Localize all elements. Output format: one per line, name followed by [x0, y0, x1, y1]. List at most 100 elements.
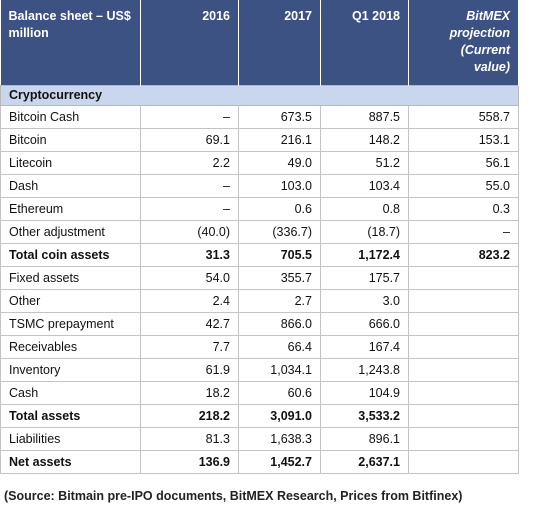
value-cell: 0.6 — [238, 196, 321, 221]
table-row: Liabilities 81.3 1,638.3 896.1 — [0, 426, 519, 451]
value-cell: 2.7 — [238, 288, 321, 313]
table-row: Total assets 218.2 3,091.0 3,533.2 — [0, 403, 519, 428]
value-cell — [408, 334, 519, 359]
value-cell — [408, 380, 519, 405]
value-cell: 0.8 — [320, 196, 409, 221]
table-row: Cash 18.2 60.6 104.9 — [0, 380, 519, 405]
value-cell: 104.9 — [320, 380, 409, 405]
header-cell: 2016 — [140, 0, 239, 85]
value-cell — [408, 311, 519, 336]
value-cell: 216.1 — [238, 127, 321, 152]
row-label: Litecoin — [0, 150, 141, 175]
balance-sheet-table: Balance sheet – US$ million 2016 2017 Q1 20… — [0, 0, 519, 474]
value-cell: 175.7 — [320, 265, 409, 290]
row-label: Other — [0, 288, 141, 313]
value-cell: 7.7 — [140, 334, 239, 359]
value-cell: 1,243.8 — [320, 357, 409, 382]
row-label: Bitcoin — [0, 127, 141, 152]
section-row: Cryptocurrency — [0, 84, 519, 106]
table-row: Bitcoin 69.1 216.1 148.2 153.1 — [0, 127, 519, 152]
value-cell: 0.3 — [408, 196, 519, 221]
value-cell: 54.0 — [140, 265, 239, 290]
table-row: Net assets 136.9 1,452.7 2,637.1 — [0, 449, 519, 474]
value-cell: 153.1 — [408, 127, 519, 152]
value-cell: 60.6 — [238, 380, 321, 405]
table-row: Other adjustment (40.0) (336.7) (18.7) – — [0, 219, 519, 244]
value-cell: 1,172.4 — [320, 242, 409, 267]
value-cell: 66.4 — [238, 334, 321, 359]
value-cell: 148.2 — [320, 127, 409, 152]
value-cell: 3.0 — [320, 288, 409, 313]
value-cell: 31.3 — [140, 242, 239, 267]
table-row: Dash –103.0 103.4 55.0 — [0, 173, 519, 198]
value-cell: (18.7) — [320, 219, 409, 244]
value-cell: 1,452.7 — [238, 449, 321, 474]
value-cell: (40.0) — [140, 219, 239, 244]
value-cell: 1,034.1 — [238, 357, 321, 382]
header-row: Balance sheet – US$ million 2016 2017 Q1 20… — [0, 0, 519, 85]
section-label: Cryptocurrency — [0, 84, 519, 106]
value-cell: – — [140, 196, 239, 221]
value-cell: 2.4 — [140, 288, 239, 313]
row-label: Liabilities — [0, 426, 141, 451]
row-label: Bitcoin Cash — [0, 104, 141, 129]
row-label: Cash — [0, 380, 141, 405]
value-cell: 1,638.3 — [238, 426, 321, 451]
table-row: Litecoin 2.2 49.0 51.2 56.1 — [0, 150, 519, 175]
table-row: Receivables 7.7 66.4 167.4 — [0, 334, 519, 359]
value-cell — [408, 449, 519, 474]
value-cell — [408, 288, 519, 313]
row-label: Total coin assets — [0, 242, 141, 267]
row-label: Dash — [0, 173, 141, 198]
row-label: TSMC prepayment — [0, 311, 141, 336]
value-cell: 18.2 — [140, 380, 239, 405]
row-label: Other adjustment — [0, 219, 141, 244]
header-cell: Q1 2018 — [320, 0, 409, 85]
value-cell: 705.5 — [238, 242, 321, 267]
value-cell: 49.0 — [238, 150, 321, 175]
row-label: Total assets — [0, 403, 141, 428]
row-label: Net assets — [0, 449, 141, 474]
value-cell: 51.2 — [320, 150, 409, 175]
value-cell: 673.5 — [238, 104, 321, 129]
value-cell: 81.3 — [140, 426, 239, 451]
value-cell: 2.2 — [140, 150, 239, 175]
value-cell: 896.1 — [320, 426, 409, 451]
table-row: Ethereum –0.6 0.8 0.3 — [0, 196, 519, 221]
value-cell: 55.0 — [408, 173, 519, 198]
value-cell: 218.2 — [140, 403, 239, 428]
header-cell: Balance sheet – US$ million — [0, 0, 141, 85]
table-row: TSMC prepayment 42.7 866.0 666.0 — [0, 311, 519, 336]
table-row: Other 2.4 2.7 3.0 — [0, 288, 519, 313]
value-cell: 355.7 — [238, 265, 321, 290]
table-row: Total coin assets 31.3 705.5 1,172.4 823.2 — [0, 242, 519, 267]
value-cell — [408, 265, 519, 290]
value-cell — [408, 403, 519, 428]
row-label: Receivables — [0, 334, 141, 359]
value-cell: 56.1 — [408, 150, 519, 175]
table-row: Inventory 61.9 1,034.1 1,243.8 — [0, 357, 519, 382]
value-cell: 3,533.2 — [320, 403, 409, 428]
value-cell: 167.4 — [320, 334, 409, 359]
value-cell: 103.4 — [320, 173, 409, 198]
value-cell: 69.1 — [140, 127, 239, 152]
header-cell: 2017 — [238, 0, 321, 85]
source-note: (Source: Bitmain pre-IPO documents, BitM… — [4, 489, 463, 503]
value-cell: 823.2 — [408, 242, 519, 267]
value-cell: – — [140, 173, 239, 198]
value-cell: 42.7 — [140, 311, 239, 336]
value-cell: (336.7) — [238, 219, 321, 244]
value-cell: – — [140, 104, 239, 129]
value-cell: 558.7 — [408, 104, 519, 129]
value-cell: 103.0 — [238, 173, 321, 198]
row-label: Inventory — [0, 357, 141, 382]
value-cell: 3,091.0 — [238, 403, 321, 428]
row-label: Fixed assets — [0, 265, 141, 290]
value-cell: 866.0 — [238, 311, 321, 336]
value-cell: 666.0 — [320, 311, 409, 336]
table-row: Bitcoin Cash –673.5 887.5 558.7 — [0, 104, 519, 129]
value-cell: 887.5 — [320, 104, 409, 129]
value-cell: 136.9 — [140, 449, 239, 474]
value-cell: 61.9 — [140, 357, 239, 382]
